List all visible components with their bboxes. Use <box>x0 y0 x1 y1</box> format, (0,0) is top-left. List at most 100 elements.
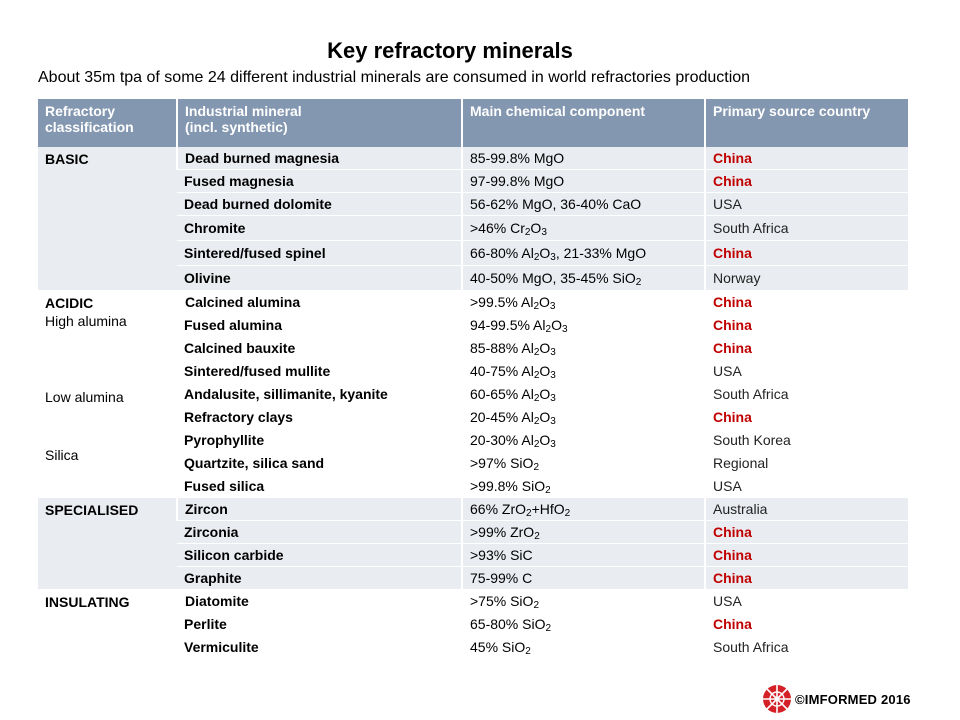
page-title: Key refractory minerals <box>327 38 573 63</box>
table-row: Silicon carbide >93% SiC China <box>38 543 908 567</box>
component-cell: >99% ZrO2 <box>461 520 705 544</box>
mineral-cell: Andalusite, sillimanite, kyanite <box>177 382 462 406</box>
table-row: INSULATING Diatomite >75% SiO2 USA <box>38 589 908 659</box>
country-cell: China <box>704 520 908 544</box>
country-cell: South Africa <box>704 382 908 406</box>
refractory-minerals-table: Refractory classification Industrial min… <box>38 99 908 659</box>
table-row: Refractory clays 20-45% Al2O3 China <box>38 405 908 429</box>
table-row: Fused magnesia 97-99.8% MgO China <box>38 169 908 193</box>
component-cell: 75-99% C <box>461 566 705 590</box>
mineral-cell: Sintered/fused mullite <box>177 359 462 383</box>
header-classification: Refractory classification <box>38 99 177 147</box>
component-cell: >97% SiO2 <box>461 451 705 475</box>
mineral-cell: Zircon <box>176 497 462 521</box>
classification-label: SPECIALISED <box>45 502 139 518</box>
component-cell: >99.8% SiO2 <box>461 474 705 498</box>
component-cell: 66-80% Al2O3, 21-33% MgO <box>461 240 705 266</box>
country-cell: USA <box>704 589 908 613</box>
table-body: BASIC Dead burned magnesia 85-99.8% MgO Chi… <box>38 147 908 659</box>
mineral-cell: Fused silica <box>177 474 462 498</box>
header-mineral: Industrial mineral (incl. synthetic) <box>176 99 462 147</box>
component-cell: 40-75% Al2O3 <box>461 359 705 383</box>
classification-label: BASIC <box>45 151 89 167</box>
mineral-cell: Fused magnesia <box>177 169 462 193</box>
mineral-cell: Calcined alumina <box>176 290 462 314</box>
mineral-cell: Chromite <box>177 215 462 241</box>
country-cell: China <box>704 566 908 590</box>
imformed-logo-icon <box>763 685 791 713</box>
country-cell: South Africa <box>704 635 908 659</box>
classification-cell: INSULATING <box>38 589 177 659</box>
mineral-cell: Dead burned dolomite <box>177 192 462 216</box>
component-cell: 20-30% Al2O3 <box>461 428 705 452</box>
component-cell: 85-99.8% MgO <box>461 147 705 170</box>
country-cell: China <box>704 543 908 567</box>
classification-cell: SPECIALISED <box>38 497 177 590</box>
country-cell: China <box>704 612 908 636</box>
component-cell: 20-45% Al2O3 <box>461 405 705 429</box>
table-row: Fused silica >99.8% SiO2 USA <box>38 474 908 498</box>
table-row: Graphite 75-99% C China <box>38 566 908 590</box>
country-cell: USA <box>704 474 908 498</box>
table-row: Quartzite, silica sand >97% SiO2 Regional <box>38 451 908 475</box>
table-row: Vermiculite 45% SiO2 South Africa <box>38 635 908 659</box>
mineral-cell: Fused alumina <box>177 313 462 337</box>
table-row: Sintered/fused spinel 66-80% Al2O3, 21-33… <box>38 240 908 266</box>
mineral-cell: Calcined bauxite <box>177 336 462 360</box>
mineral-cell: Refractory clays <box>177 405 462 429</box>
classification-sublabel: Low alumina <box>45 389 124 405</box>
mineral-cell: Silicon carbide <box>177 543 462 567</box>
header-mineral-line-2: (incl. synthetic) <box>185 119 288 135</box>
component-cell: 97-99.8% MgO <box>461 169 705 193</box>
classification-cell: ACIDIC High alumina Low alumina Silica <box>38 290 177 498</box>
table-row: Chromite >46% Cr2O3 South Africa <box>38 215 908 241</box>
country-cell: China <box>704 147 908 170</box>
mineral-cell: Graphite <box>177 566 462 590</box>
classification-sublabel: Silica <box>45 447 79 463</box>
mineral-cell: Zirconia <box>177 520 462 544</box>
table-row: Pyrophyllite 20-30% Al2O3 South Korea <box>38 428 908 452</box>
country-cell: South Africa <box>704 215 908 241</box>
mineral-cell: Dead burned magnesia <box>176 147 462 170</box>
country-cell: USA <box>704 192 908 216</box>
component-cell: 66% ZrO2+HfO2 <box>461 497 705 521</box>
country-cell: China <box>704 240 908 266</box>
header-classification-line-2: classification <box>45 119 134 135</box>
table-row: ACIDIC High alumina Low alumina Silica Calci… <box>38 290 908 498</box>
table-row: SPECIALISED Zircon 66% ZrO2+HfO2 Australia <box>38 497 908 590</box>
header-mineral-line-1: Industrial mineral <box>185 103 302 119</box>
component-cell: 94-99.5% Al2O3 <box>461 313 705 337</box>
header-classification-line-1: Refractory <box>45 103 116 119</box>
country-cell: Regional <box>704 451 908 475</box>
classification-sublabel: High alumina <box>45 313 127 329</box>
country-cell: South Korea <box>704 428 908 452</box>
component-cell: 40-50% MgO, 35-45% SiO2 <box>461 265 705 291</box>
header-country: Primary source country <box>704 99 908 147</box>
header-country-line-1: Primary source country <box>713 103 871 119</box>
classification-label: INSULATING <box>45 594 130 610</box>
table-row: Olivine 40-50% MgO, 35-45% SiO2 Norway <box>38 265 908 291</box>
table-row: Perlite 65-80% SiO2 China <box>38 612 908 636</box>
table-row: Andalusite, sillimanite, kyanite 60-65% A… <box>38 382 908 406</box>
mineral-cell: Perlite <box>177 612 462 636</box>
mineral-cell: Olivine <box>177 265 462 291</box>
component-cell: >46% Cr2O3 <box>461 215 705 241</box>
country-cell: China <box>704 313 908 337</box>
table-row: Zirconia >99% ZrO2 China <box>38 520 908 544</box>
component-cell: 60-65% Al2O3 <box>461 382 705 406</box>
classification-label: ACIDIC <box>45 295 94 311</box>
component-cell: >99.5% Al2O3 <box>461 290 705 314</box>
mineral-cell: Diatomite <box>176 589 462 613</box>
classification-cell: BASIC <box>38 147 177 291</box>
table-row: Calcined bauxite 85-88% Al2O3 China <box>38 336 908 360</box>
mineral-cell: Sintered/fused spinel <box>177 240 462 266</box>
country-cell: Australia <box>704 497 908 521</box>
component-cell: 65-80% SiO2 <box>461 612 705 636</box>
mineral-cell: Vermiculite <box>177 635 462 659</box>
country-cell: China <box>704 336 908 360</box>
table-row: BASIC Dead burned magnesia 85-99.8% MgO Chi… <box>38 147 908 291</box>
footer: ©IMFORMED 2016 <box>761 683 911 715</box>
table-row: Dead burned dolomite 56-62% MgO, 36-40% C… <box>38 192 908 216</box>
table-header-row: Refractory classification Industrial min… <box>38 99 908 147</box>
country-cell: China <box>704 290 908 314</box>
